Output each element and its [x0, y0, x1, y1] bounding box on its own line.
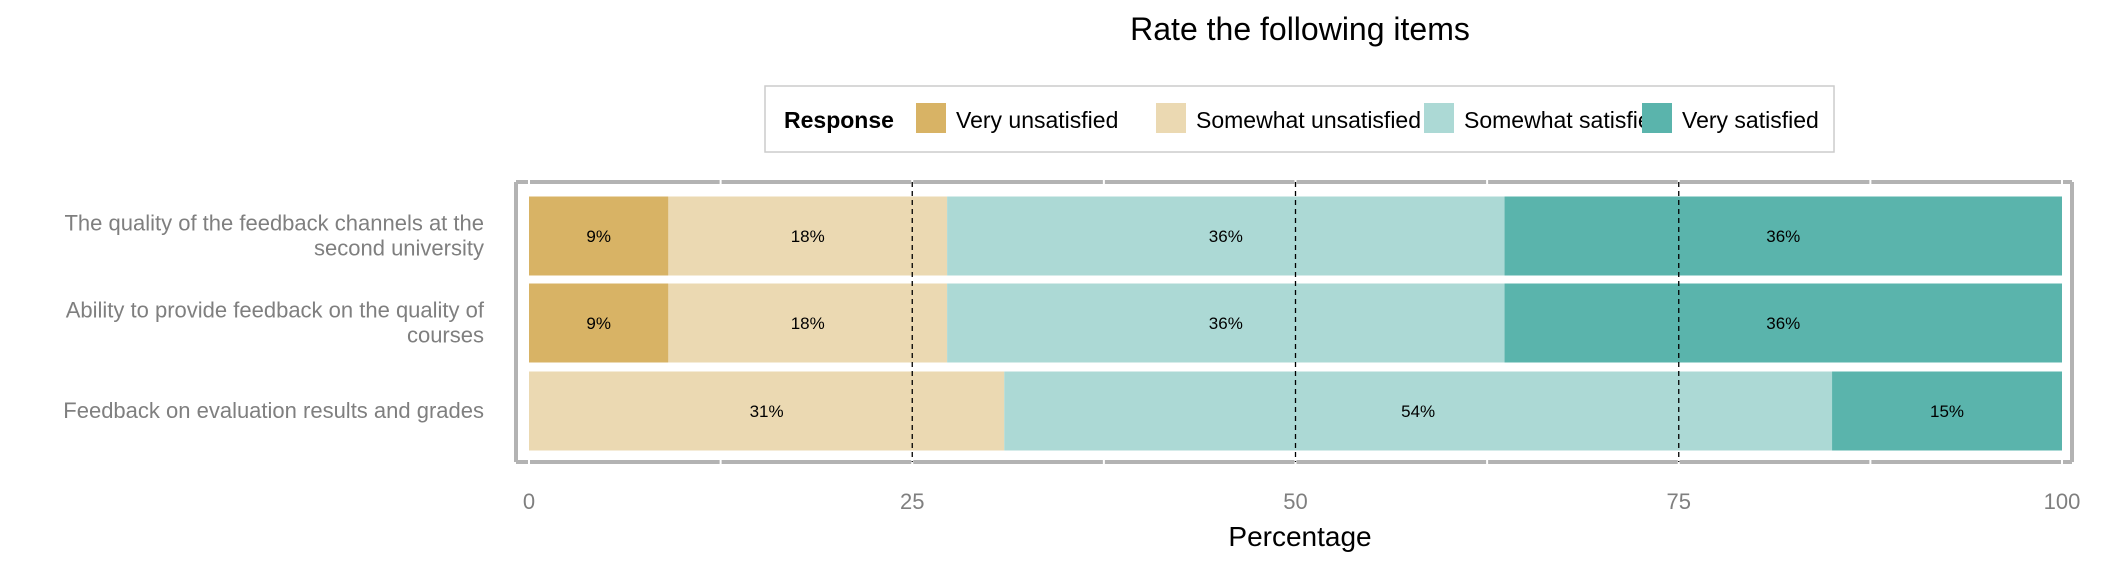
bars — [529, 196, 2062, 451]
bar-segment-somewhat-unsatisfied — [529, 371, 1005, 451]
legend: Response Very unsatisfied Somewhat unsati… — [764, 85, 1835, 153]
legend-title: Response — [784, 107, 894, 133]
x-tick-label: 100 — [2044, 489, 2081, 514]
x-tick-label: 75 — [1667, 489, 1691, 514]
category-label: second university — [314, 236, 484, 261]
bar-segment-somewhat-unsatisfied — [668, 283, 948, 363]
data-label: 36% — [1209, 314, 1243, 333]
category-label: Feedback on evaluation results and grade… — [63, 398, 484, 423]
reference-lines — [911, 182, 1680, 462]
legend-label-somewhat-satisfied: Somewhat satisfied — [1464, 107, 1663, 133]
chart-title: Rate the following items — [1130, 11, 1470, 47]
plot-panel — [514, 176, 2074, 468]
bar-segment-very-unsatisfied — [529, 196, 669, 276]
x-axis-title: Percentage — [1228, 521, 1371, 552]
legend-label-somewhat-unsatisfied: Somewhat unsatisfied — [1196, 107, 1421, 133]
bar-segment-somewhat-satisfied — [947, 196, 1505, 276]
legend-key-very-unsatisfied — [916, 103, 946, 133]
bar-segment-very-unsatisfied — [529, 283, 669, 363]
legend-key-somewhat-unsatisfied — [1156, 103, 1186, 133]
data-label: 36% — [1766, 314, 1800, 333]
category-label: Ability to provide feedback on the quali… — [66, 298, 485, 323]
data-label: 18% — [791, 227, 825, 246]
bar-segment-somewhat-satisfied — [1004, 371, 1833, 451]
legend-key-very-satisfied — [1642, 103, 1672, 133]
bar-segment-somewhat-satisfied — [947, 283, 1505, 363]
category-label: courses — [407, 323, 484, 348]
bar-segment-very-satisfied — [1504, 196, 2062, 276]
x-axis-ticks: 0 25 50 75 100 — [523, 489, 2080, 514]
data-labels: 9% 18% 36% 36% 9% 18% 36% 36% 31% 54% 15% — [586, 227, 1964, 421]
data-label: 31% — [750, 402, 784, 421]
legend-key-somewhat-satisfied — [1424, 103, 1454, 133]
category-label: The quality of the feedback channels at … — [64, 211, 484, 236]
legend-label-very-unsatisfied: Very unsatisfied — [956, 107, 1118, 133]
data-label: 15% — [1930, 402, 1964, 421]
data-label: 18% — [791, 314, 825, 333]
bar-segment-somewhat-unsatisfied — [668, 196, 948, 276]
data-label: 9% — [586, 314, 611, 333]
data-label: 54% — [1401, 402, 1435, 421]
x-tick-label: 25 — [900, 489, 924, 514]
category-labels: The quality of the feedback channels at … — [63, 211, 485, 424]
data-label: 36% — [1766, 227, 1800, 246]
data-label: 36% — [1209, 227, 1243, 246]
bar-segment-very-satisfied — [1504, 283, 2062, 363]
x-tick-label: 0 — [523, 489, 535, 514]
legend-label-very-satisfied: Very satisfied — [1682, 107, 1819, 133]
data-label: 9% — [586, 227, 611, 246]
x-tick-label: 50 — [1283, 489, 1307, 514]
bar-segment-very-satisfied — [1832, 371, 2062, 451]
